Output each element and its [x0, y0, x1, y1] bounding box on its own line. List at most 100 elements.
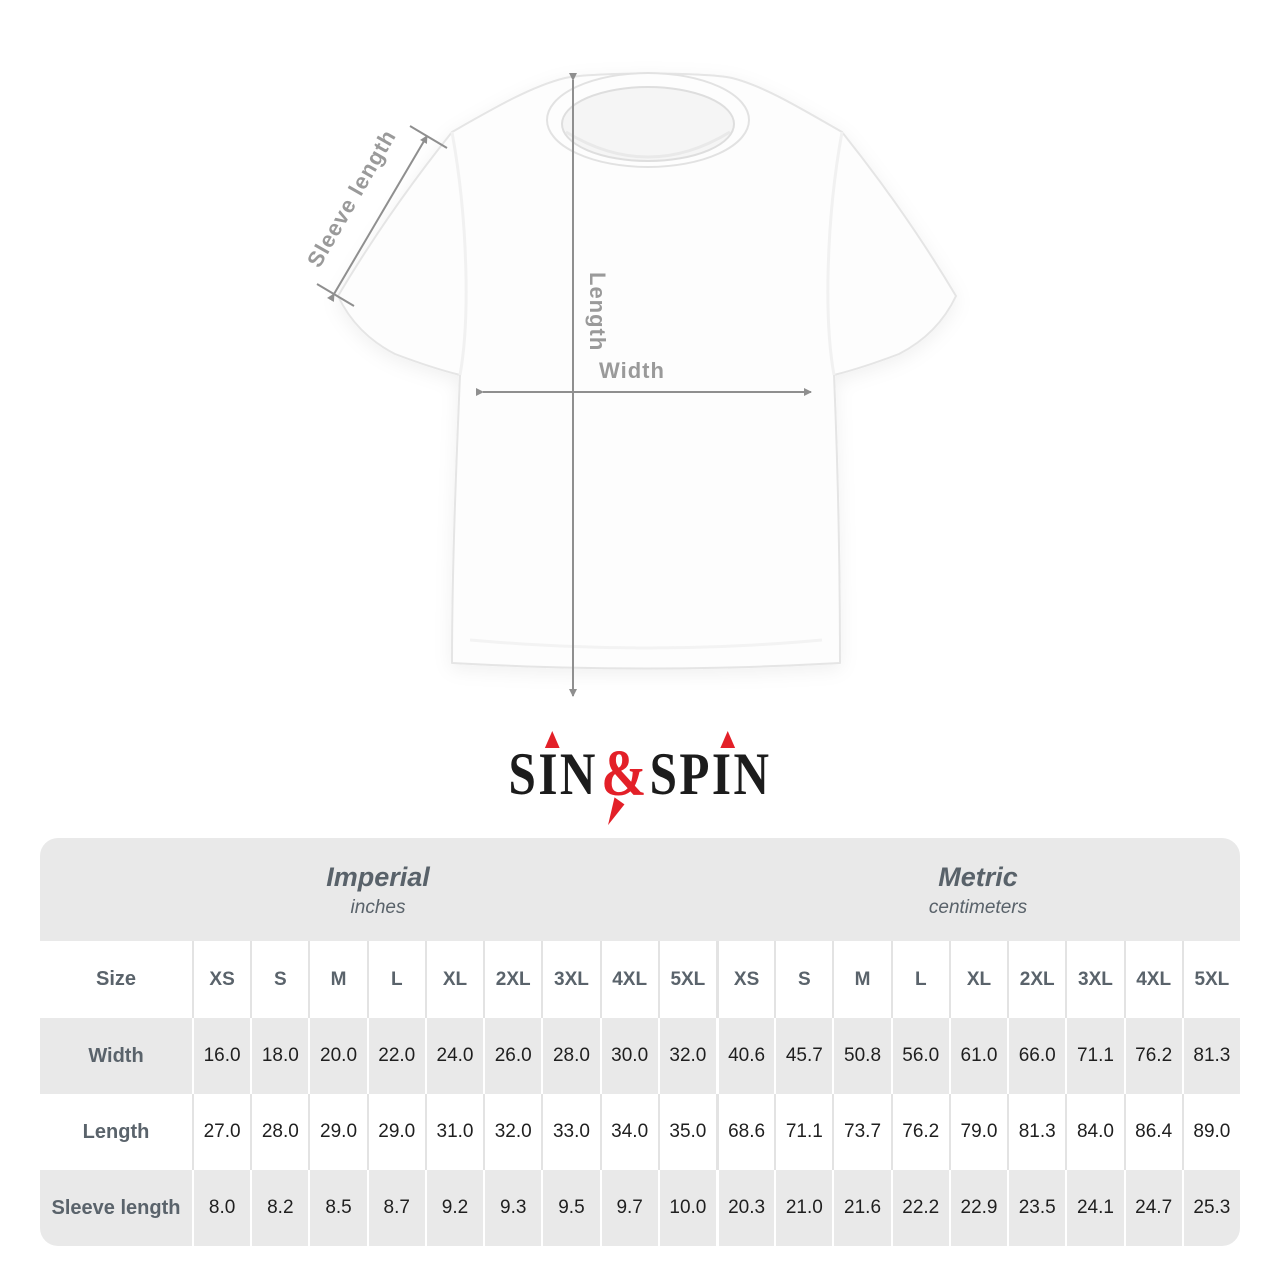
- col-header: XS: [192, 941, 250, 1018]
- table-cell: 26.0: [483, 1018, 541, 1094]
- table-row-length: Length 27.0 28.0 29.0 29.0 31.0 32.0 33.…: [40, 1094, 1240, 1170]
- table-cell: 84.0: [1065, 1094, 1123, 1170]
- table-cell: 31.0: [424, 1094, 483, 1170]
- logo-text-amp: &: [601, 737, 647, 810]
- table-cell: 56.0: [890, 1018, 949, 1094]
- table-cell: 71.1: [774, 1094, 832, 1170]
- table-cell: 10.0: [657, 1170, 716, 1246]
- table-cell: 22.2: [890, 1170, 949, 1246]
- size-header-row: Size XS S M L XL 2XL 3XL 4XL 5XL XS S M …: [40, 941, 1240, 1018]
- row-label: Width: [88, 1044, 144, 1067]
- col-header: XS: [715, 941, 774, 1018]
- imperial-unit: inches: [350, 897, 406, 918]
- table-cell: 76.2: [890, 1094, 949, 1170]
- table-cell: 20.0: [308, 1018, 366, 1094]
- table-cell: 21.0: [774, 1170, 832, 1246]
- table-cell: 22.9: [948, 1170, 1007, 1246]
- tshirt-graphic: [337, 72, 957, 670]
- devil-horn-icon: [720, 731, 735, 748]
- row-label: Sleeve length: [51, 1196, 181, 1219]
- table-cell: 8.5: [308, 1170, 366, 1246]
- table-cell: 24.7: [1123, 1170, 1182, 1246]
- col-header: 3XL: [541, 941, 599, 1018]
- imperial-header: Imperial inches: [40, 838, 716, 941]
- table-cell: 32.0: [657, 1018, 716, 1094]
- table-cell: 66.0: [1007, 1018, 1065, 1094]
- table-cell: 30.0: [599, 1018, 658, 1094]
- table-cell: 89.0: [1181, 1094, 1240, 1170]
- logo-word-spin: SPIN: [649, 731, 772, 807]
- table-cell: 28.0: [250, 1094, 308, 1170]
- table-cell: 8.2: [250, 1170, 308, 1246]
- corner-label: Size: [95, 968, 137, 990]
- table-cell: 24.0: [424, 1018, 483, 1094]
- col-header: M: [832, 941, 890, 1018]
- table-cell: 28.0: [541, 1018, 599, 1094]
- col-header: XL: [948, 941, 1007, 1018]
- col-header: M: [308, 941, 366, 1018]
- table-cell: 45.7: [774, 1018, 832, 1094]
- table-cell: 50.8: [832, 1018, 890, 1094]
- table-cell: 71.1: [1065, 1018, 1123, 1094]
- table-cell: 61.0: [948, 1018, 1007, 1094]
- table-cell: 68.6: [715, 1094, 774, 1170]
- table-cell: 24.1: [1065, 1170, 1123, 1246]
- table-cell: 86.4: [1123, 1094, 1182, 1170]
- metric-header: Metric centimeters: [716, 838, 1240, 941]
- table-cell: 79.0: [948, 1094, 1007, 1170]
- table-cell: 25.3: [1181, 1170, 1240, 1246]
- table-row-width: Width 16.0 18.0 20.0 22.0 24.0 26.0 28.0…: [40, 1018, 1240, 1094]
- table-cell: 8.7: [366, 1170, 425, 1246]
- table-cell: 9.3: [483, 1170, 541, 1246]
- table-cell: 8.0: [192, 1170, 250, 1246]
- col-header: 4XL: [1123, 941, 1182, 1018]
- col-header: S: [250, 941, 308, 1018]
- table-cell: 73.7: [832, 1094, 890, 1170]
- brand-logo: SIN & SPIN: [115, 712, 1165, 829]
- table-cell: 40.6: [715, 1018, 774, 1094]
- col-header: 5XL: [1181, 941, 1240, 1018]
- sleeve-dimension-arrow: [316, 125, 448, 307]
- size-table: Imperial inches Metric centimeters Size …: [40, 838, 1240, 1246]
- logo-text-sin: SIN: [508, 741, 598, 807]
- metric-unit: centimeters: [928, 897, 1028, 918]
- table-cell: 29.0: [366, 1094, 425, 1170]
- col-header: 3XL: [1065, 941, 1123, 1018]
- table-cell: 34.0: [599, 1094, 658, 1170]
- table-cell: 20.3: [715, 1170, 774, 1246]
- devil-horn-icon: [544, 731, 560, 748]
- table-cell: 29.0: [308, 1094, 366, 1170]
- table-cell: 81.3: [1007, 1094, 1065, 1170]
- col-header: L: [890, 941, 949, 1018]
- unit-header-band: Imperial inches Metric centimeters: [40, 838, 1240, 941]
- table-cell: 9.5: [541, 1170, 599, 1246]
- table-cell: 21.6: [832, 1170, 890, 1246]
- table-cell: 9.2: [424, 1170, 483, 1246]
- row-label: Length: [82, 1120, 150, 1143]
- table-cell: 32.0: [483, 1094, 541, 1170]
- table-cell: 33.0: [541, 1094, 599, 1170]
- col-header: 2XL: [483, 941, 541, 1018]
- imperial-title: Imperial: [326, 862, 430, 892]
- col-header: S: [774, 941, 832, 1018]
- table-cell: 18.0: [250, 1018, 308, 1094]
- logo-word-sin: SIN: [508, 731, 598, 807]
- col-header: L: [366, 941, 425, 1018]
- table-cell: 81.3: [1181, 1018, 1240, 1094]
- length-label: Length: [585, 272, 610, 351]
- metric-title: Metric: [938, 862, 1018, 892]
- table-cell: 16.0: [192, 1018, 250, 1094]
- table-cell: 23.5: [1007, 1170, 1065, 1246]
- col-header: 5XL: [657, 941, 716, 1018]
- col-header: 4XL: [599, 941, 658, 1018]
- col-header: XL: [424, 941, 483, 1018]
- width-label: Width: [599, 358, 665, 383]
- table-row-sleeve-length: Sleeve length 8.0 8.2 8.5 8.7 9.2 9.3 9.…: [40, 1170, 1240, 1246]
- table-cell: 27.0: [192, 1094, 250, 1170]
- table-cell: 22.0: [366, 1018, 425, 1094]
- table-cell: 35.0: [657, 1094, 716, 1170]
- logo-ampersand: &: [601, 741, 646, 829]
- logo-text-spin: SPIN: [649, 741, 772, 807]
- tshirt-measurement-diagram: Width Length Sleeve length: [302, 72, 957, 697]
- table-cell: 9.7: [599, 1170, 658, 1246]
